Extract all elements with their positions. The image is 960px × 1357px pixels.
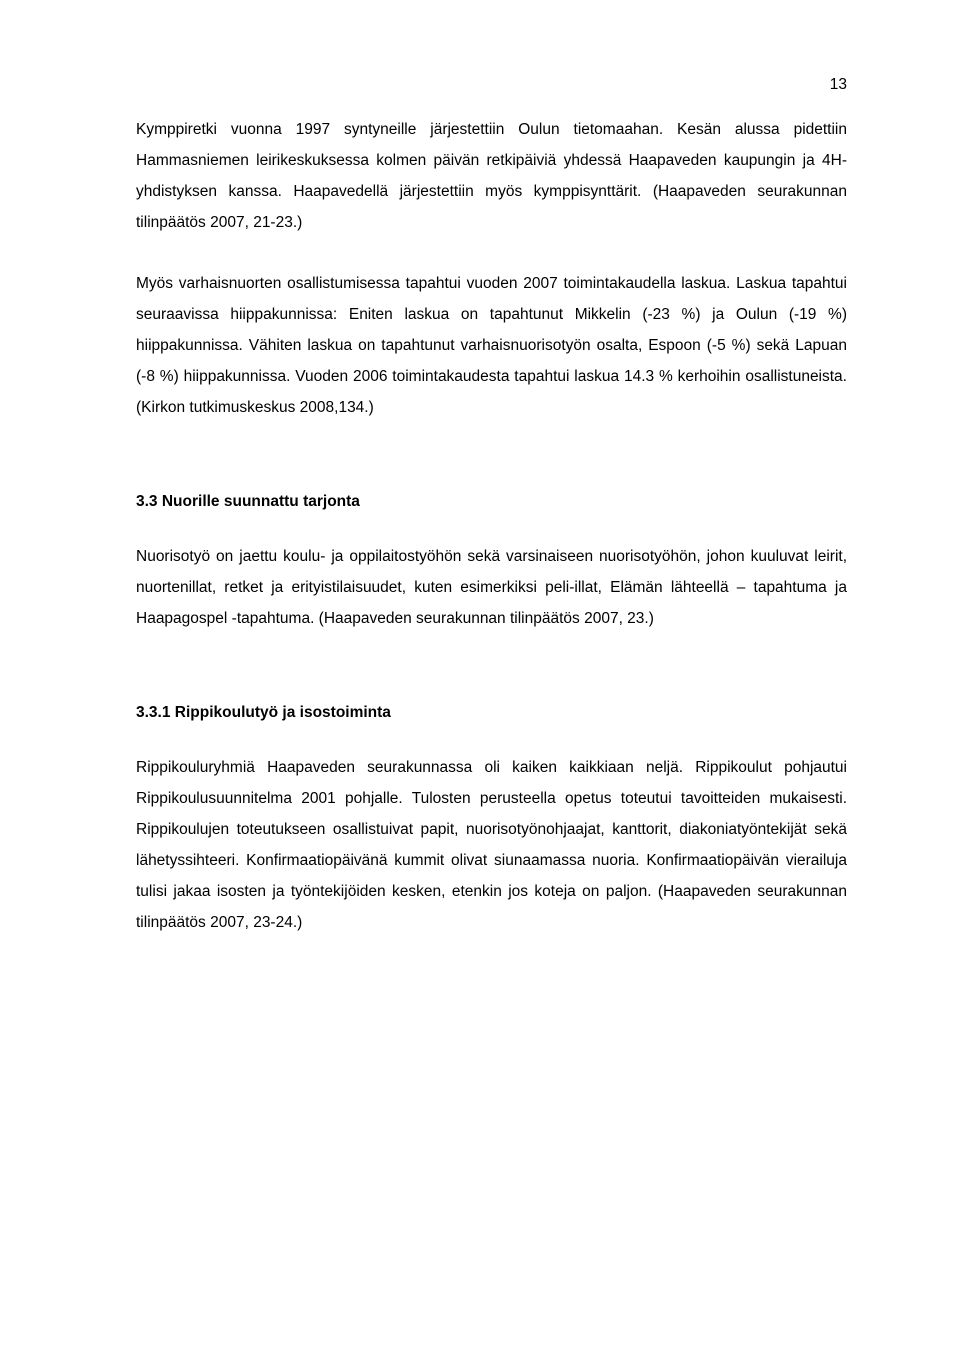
page-number: 13 xyxy=(830,76,847,94)
document-page: 13 Kymppiretki vuonna 1997 syntyneille j… xyxy=(0,0,960,1357)
body-paragraph: Myös varhaisnuorten osallistumisessa tap… xyxy=(136,268,847,423)
body-paragraph: Kymppiretki vuonna 1997 syntyneille järj… xyxy=(136,114,847,238)
body-paragraph: Rippikouluryhmiä Haapaveden seurakunnass… xyxy=(136,752,847,938)
section-heading: 3.3 Nuorille suunnattu tarjonta xyxy=(136,493,847,511)
body-paragraph: Nuorisotyö on jaettu koulu- ja oppilaito… xyxy=(136,541,847,634)
subsection-heading: 3.3.1 Rippikoulutyö ja isostoiminta xyxy=(136,704,847,722)
